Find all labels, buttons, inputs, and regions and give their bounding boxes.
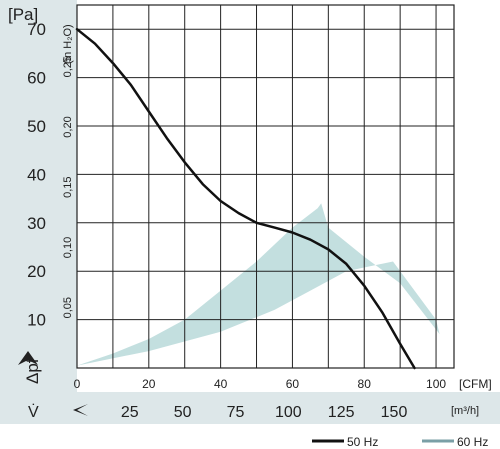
y2-unit-label: (in H₂O) bbox=[62, 24, 74, 64]
y-tick-label-5: 60 bbox=[27, 69, 46, 88]
legend-50hz-label: 50 Hz bbox=[347, 435, 378, 449]
x-axis-symbol: V̇ bbox=[28, 403, 39, 421]
series-line-0 bbox=[75, 27, 416, 370]
plot-area bbox=[77, 5, 454, 368]
line-layer bbox=[75, 27, 416, 370]
series-area-1 bbox=[77, 203, 440, 366]
y-tick-label-6: 70 bbox=[27, 20, 46, 39]
y-tick-label-0: 10 bbox=[27, 311, 46, 330]
x-tick-label-2: 40 bbox=[214, 377, 228, 391]
x-tick-label-5: 100 bbox=[426, 377, 446, 391]
x-tick-label-0: 0 bbox=[74, 377, 81, 391]
y-axis-band bbox=[0, 0, 77, 397]
x2-unit-label: [m³/h] bbox=[451, 405, 479, 417]
y-tick-label-1: 20 bbox=[27, 262, 46, 281]
y-tick-label-3: 40 bbox=[27, 165, 46, 184]
x2-tick-label-2: 75 bbox=[227, 404, 245, 421]
grid-layer bbox=[76, 4, 455, 369]
area-layer bbox=[77, 203, 440, 366]
y2-tick-label-4: 0,25 bbox=[62, 56, 74, 77]
y-tick-label-2: 30 bbox=[27, 214, 46, 233]
x2-tick-label-3: 100 bbox=[275, 404, 302, 421]
y2-tick-label-3: 0,20 bbox=[62, 116, 74, 137]
plot-frame bbox=[76, 4, 455, 369]
tick-layer: 0 20 40 60 80 100 25 50 75 100 125 150 10 20 30 40 50 60 7… bbox=[27, 20, 446, 421]
legend-60hz-label: 60 Hz bbox=[457, 435, 488, 449]
x2-tick-label-5: 150 bbox=[381, 404, 408, 421]
x-tick-label-3: 60 bbox=[286, 377, 300, 391]
x-axis-band bbox=[0, 392, 500, 424]
y2-tick-label-1: 0,10 bbox=[62, 237, 74, 258]
y-tick-label-4: 50 bbox=[27, 117, 46, 136]
x2-tick-label-4: 125 bbox=[328, 404, 355, 421]
x-unit-label: [CFM] bbox=[459, 377, 492, 391]
y-axis-arrow-icon bbox=[18, 351, 38, 365]
x-tick-label-4: 80 bbox=[358, 377, 372, 391]
x-axis-arrow-icon bbox=[73, 404, 88, 416]
y-unit-label: [Pa] bbox=[8, 5, 38, 24]
x-tick-label-1: 20 bbox=[142, 377, 156, 391]
x2-tick-label-1: 50 bbox=[174, 404, 192, 421]
y-axis-symbol: Δpf bbox=[23, 358, 42, 384]
y2-tick-label-0: 0,05 bbox=[62, 297, 74, 318]
x2-tick-label-0: 25 bbox=[121, 404, 139, 421]
y2-tick-label-2: 0,15 bbox=[62, 176, 74, 197]
